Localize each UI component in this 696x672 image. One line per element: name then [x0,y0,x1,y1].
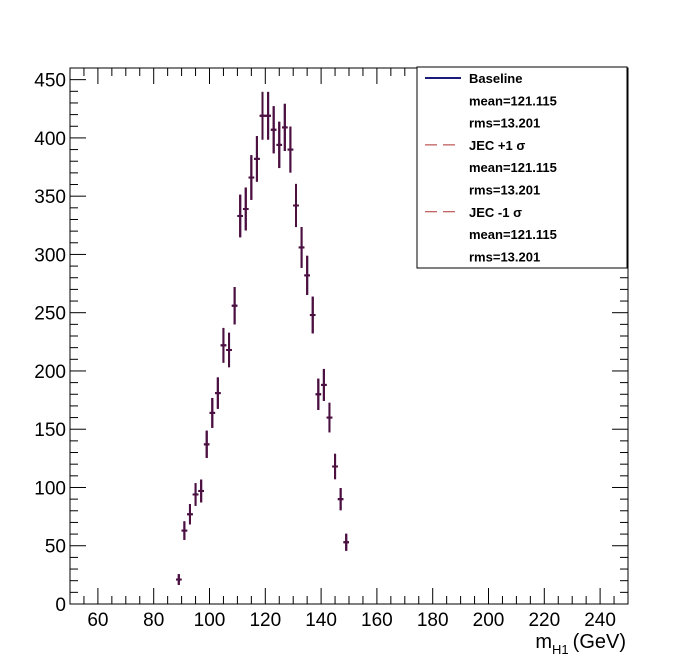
data-point [326,402,333,433]
legend-entry: rms=13.201 [469,116,540,131]
data-point [215,377,221,409]
data-point [282,103,288,151]
data-point [198,479,204,503]
legend: Baseline mean=121.115 rms=13.201 JEC +1 σ me… [416,66,628,269]
y-tick-label: 100 [34,478,66,499]
data-point [332,453,338,480]
x-tick-label: 200 [473,610,505,631]
data-point [276,121,283,169]
x-tick-label: 120 [249,610,281,631]
x-tick-label: 220 [528,610,560,631]
x-axis-title-unit: (GeV) [573,631,626,653]
data-point [337,488,344,511]
y-tick-label: 250 [34,304,66,325]
data-point [304,255,310,295]
data-point [187,504,193,525]
data-point [237,194,243,238]
svg-text:mH1(GeV): mH1 (GeV) [535,631,626,657]
x-tick-label: 180 [417,610,449,631]
data-point [270,106,277,154]
data-point [192,483,199,506]
y-tick-label: 450 [34,71,66,92]
y-tick-label: 50 [45,537,66,558]
data-point [231,287,238,325]
y-tick-label: 400 [34,129,66,150]
data-point [259,91,266,140]
x-tick-label: 240 [584,610,616,631]
data-point [287,126,294,173]
data-point [181,521,188,540]
data-point [293,183,299,228]
x-tick-label: 60 [87,610,108,631]
data-point [265,91,271,140]
x-axis-title-main: m [535,631,552,653]
x-axis-title-subscript: H1 [552,642,569,657]
legend-box [416,66,628,269]
data-point [343,533,349,551]
data-point [242,187,249,231]
data-point [254,136,260,182]
legend-entry: JEC -1 σ [469,205,522,220]
data-point [220,327,227,363]
data-point [298,227,305,268]
x-tick-label: 80 [143,610,164,631]
y-tick-label: 150 [34,420,66,441]
x-tick-label: 160 [361,610,393,631]
x-tick-label: 100 [194,610,226,631]
legend-entry: JEC +1 σ [469,138,525,153]
y-tick-label: 300 [34,245,66,266]
data-points [176,91,349,585]
axis-ticks: 60 80 100 120 140 160 180 200 220 240 0 50 100 150 200… [34,67,629,631]
y-tick-label: 350 [34,187,66,208]
legend-entry: Baseline [469,71,522,86]
data-point [248,155,255,200]
data-point [315,378,322,410]
legend-entry: rms=13.201 [469,183,540,198]
legend-entry: mean=121.115 [469,227,557,242]
legend-entry: rms=13.201 [469,249,540,264]
x-axis-title: mH1 (GeV) [535,631,626,657]
data-point [226,332,232,368]
data-point [176,574,182,585]
y-tick-label: 0 [55,595,66,616]
data-point [209,397,216,428]
x-tick-label: 140 [305,610,337,631]
legend-entry: mean=121.115 [469,93,557,108]
data-point [309,296,316,334]
y-tick-label: 200 [34,362,66,383]
data-point [321,368,327,401]
data-point [203,430,210,459]
legend-entry: mean=121.115 [469,160,557,175]
